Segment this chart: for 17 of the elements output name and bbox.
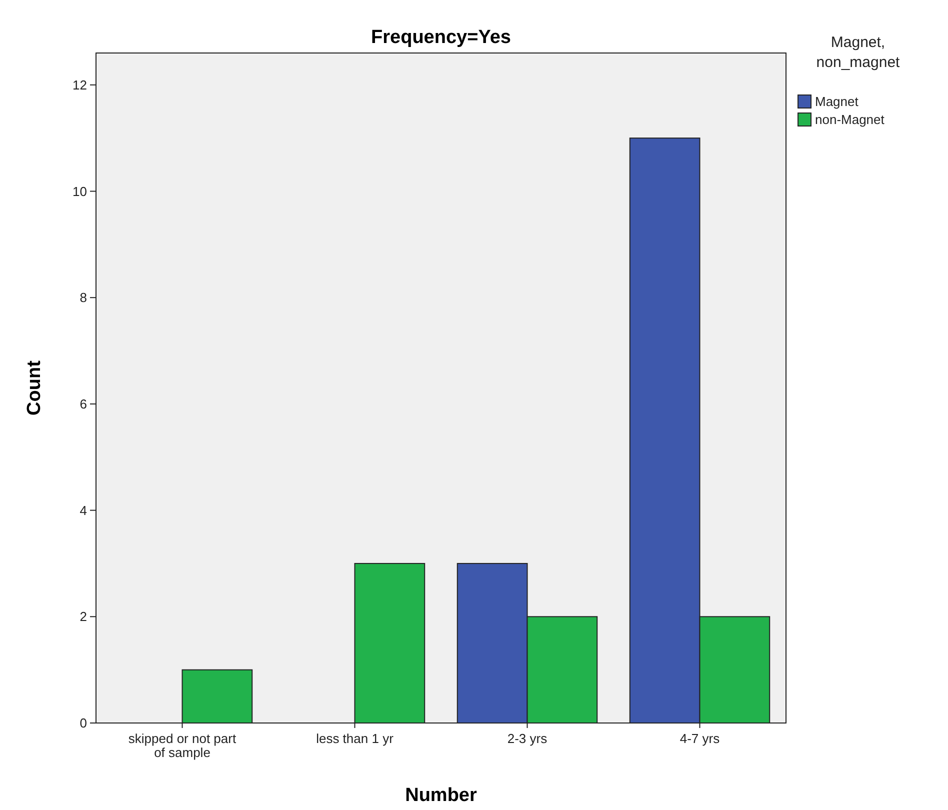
y-tick-label: 10: [72, 184, 87, 199]
x-tick-label: 4-7 yrs: [680, 731, 720, 746]
legend-label: non-Magnet: [815, 112, 885, 127]
y-tick-label: 8: [80, 290, 87, 306]
legend-title: Magnet, non_magnet: [816, 34, 901, 71]
x-tick-label: 2-3 yrs: [507, 731, 548, 746]
x-axis-title: Number: [405, 785, 478, 806]
y-tick-label: 12: [72, 77, 87, 92]
y-tick-label: 4: [80, 502, 87, 518]
y-tick-label: 0: [80, 716, 87, 731]
y-tick-label: 2: [80, 609, 87, 624]
y-tick-label: 6: [80, 396, 87, 412]
chart-title: Frequency=Yes: [371, 27, 511, 48]
x-tick-label: less than 1 yr: [316, 731, 394, 746]
x-tick-label: skipped or not part of sample: [128, 731, 236, 760]
y-axis-title: Count: [24, 360, 45, 416]
legend-label: Magnet: [815, 94, 859, 109]
